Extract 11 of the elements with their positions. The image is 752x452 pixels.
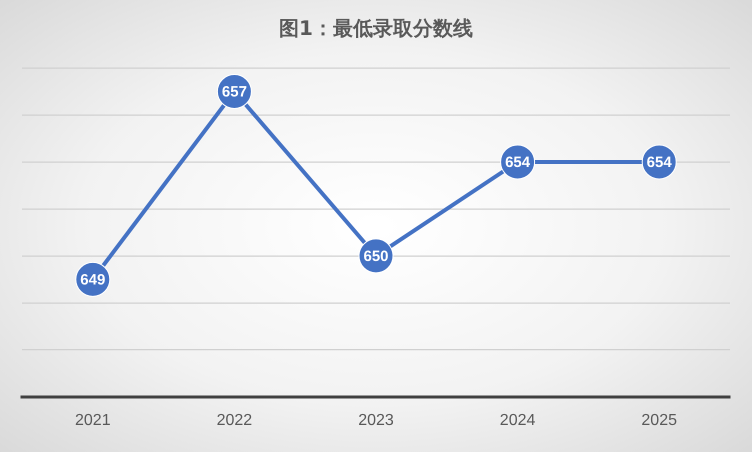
data-label: 650 — [363, 248, 389, 266]
chart-title: 图1：最低录取分数线 — [279, 16, 473, 40]
data-label: 649 — [80, 272, 106, 289]
x-tick-label: 2024 — [500, 412, 536, 429]
x-tick-label: 2022 — [216, 412, 252, 429]
data-label: 654 — [505, 154, 531, 172]
x-tick-label: 2021 — [75, 412, 111, 429]
x-tick-label: 2023 — [358, 412, 394, 429]
data-label: 657 — [222, 84, 247, 101]
data-label: 654 — [646, 154, 672, 172]
x-tick-label: 2025 — [641, 412, 678, 429]
